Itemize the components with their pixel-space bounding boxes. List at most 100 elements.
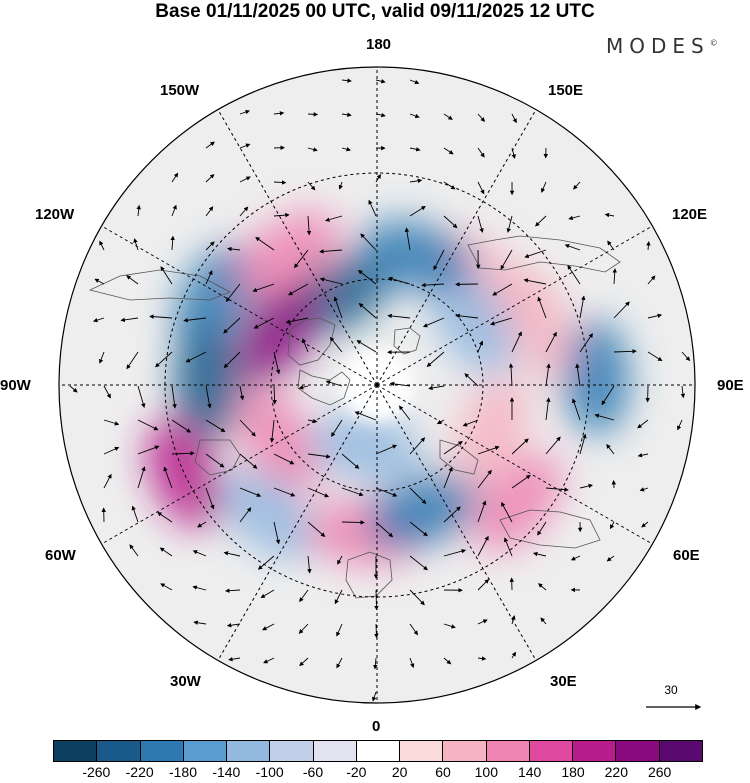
wind-vector (443, 657, 452, 665)
anomaly-center (359, 219, 473, 294)
wind-vector (579, 333, 593, 353)
wind-vector (160, 583, 173, 591)
wind-vector (307, 555, 312, 574)
wind-vector (225, 283, 241, 302)
wind-vector (341, 78, 352, 83)
wind-vector (137, 466, 146, 489)
wind-vector (205, 173, 215, 183)
wind-vector (333, 296, 343, 319)
meridian-line (101, 384, 378, 545)
wind-vector (185, 351, 207, 363)
graticule (59, 67, 695, 703)
latitude-circle (164, 172, 590, 598)
wind-vector (228, 656, 241, 662)
wind-vector (575, 363, 581, 387)
reference-vector-arrow (646, 704, 702, 710)
wind-vector (183, 317, 207, 323)
wind-vector (541, 181, 547, 193)
colorbar-segment (270, 741, 314, 761)
wind-vector (341, 487, 364, 497)
colorbar-segment (486, 741, 530, 761)
wind-vector (239, 487, 262, 497)
meridian-line (376, 384, 653, 545)
wind-vector (307, 487, 330, 498)
wind-vector (192, 550, 207, 557)
colorbar-tick-label: -100 (255, 764, 284, 780)
wind-vector (511, 615, 516, 625)
wind-vector (307, 112, 319, 117)
map-outline (58, 66, 696, 704)
wind-vector (375, 521, 394, 538)
wind-vector (302, 338, 309, 353)
colorbar-tick-label: -260 (82, 764, 111, 780)
wind-vector (545, 363, 551, 387)
colorbar-segment (140, 741, 184, 761)
wind-vector (613, 349, 637, 354)
longitude-label-90w: 90W (0, 377, 31, 394)
wind-vector (103, 446, 120, 455)
wind-vector (571, 398, 581, 421)
wind-vector (262, 623, 275, 631)
wind-vector (492, 283, 513, 296)
wind-vector (511, 474, 531, 489)
wind-vector (637, 453, 649, 458)
wind-vector (579, 433, 587, 455)
wind-vector (239, 206, 249, 217)
wind-vector (681, 351, 691, 362)
wind-vector (372, 691, 377, 702)
wind-vector (205, 270, 213, 285)
wind-vector (223, 317, 241, 334)
wind-vector (545, 397, 551, 421)
wind-vector (422, 317, 445, 328)
colorbar-tick-label: 20 (391, 764, 408, 780)
brand-name: MODES (606, 34, 710, 58)
wind-vector (307, 418, 318, 424)
wind-vector (273, 111, 285, 116)
wind-vector (273, 521, 281, 545)
colorbar-tick-label: 60 (435, 764, 451, 780)
wind-vector (537, 521, 547, 536)
longitude-label-60e: 60E (673, 547, 700, 564)
latitude-circle (270, 278, 484, 492)
wind-vector (443, 181, 456, 190)
colorbar-segment (529, 741, 574, 761)
longitude-label-0: 0 (372, 718, 381, 735)
wind-vector (239, 143, 251, 149)
wind-vector (374, 589, 379, 611)
wind-vector (253, 317, 275, 329)
longitude-label-150e: 150E (548, 82, 584, 99)
wind-vector (477, 147, 485, 158)
wind-vector (149, 314, 173, 319)
wind-vector (477, 578, 490, 591)
wind-vector (409, 205, 426, 217)
wind-vector (564, 244, 581, 251)
wind-vector (205, 141, 215, 149)
wind-vector (426, 351, 445, 367)
longitude-label-60w: 60W (45, 547, 76, 564)
wind-vector (269, 419, 275, 443)
wind-vector (338, 181, 343, 190)
wind-vector (273, 180, 287, 185)
wind-vector (477, 500, 487, 523)
wind-vector (298, 385, 309, 390)
wind-vector (260, 589, 275, 599)
wind-vector (170, 235, 175, 251)
longitude-label-90e: 90E (717, 377, 744, 394)
wind-vector (567, 264, 581, 285)
longitude-label-120w: 120W (35, 206, 75, 223)
wind-vector (443, 215, 458, 229)
wind-vector (462, 419, 479, 427)
wind-vector (126, 351, 139, 370)
colorbar-tick-label: 100 (474, 764, 499, 780)
colorbar-segment (97, 741, 141, 761)
wind-vector (511, 113, 517, 124)
wind-vector (443, 623, 456, 629)
wind-vector (137, 419, 159, 431)
meridian-line (376, 225, 653, 386)
wind-vector (680, 385, 686, 399)
wind-vector (93, 317, 105, 323)
wind-vector (205, 241, 215, 251)
wind-vector (299, 589, 309, 603)
colorbar-segment (54, 741, 98, 761)
